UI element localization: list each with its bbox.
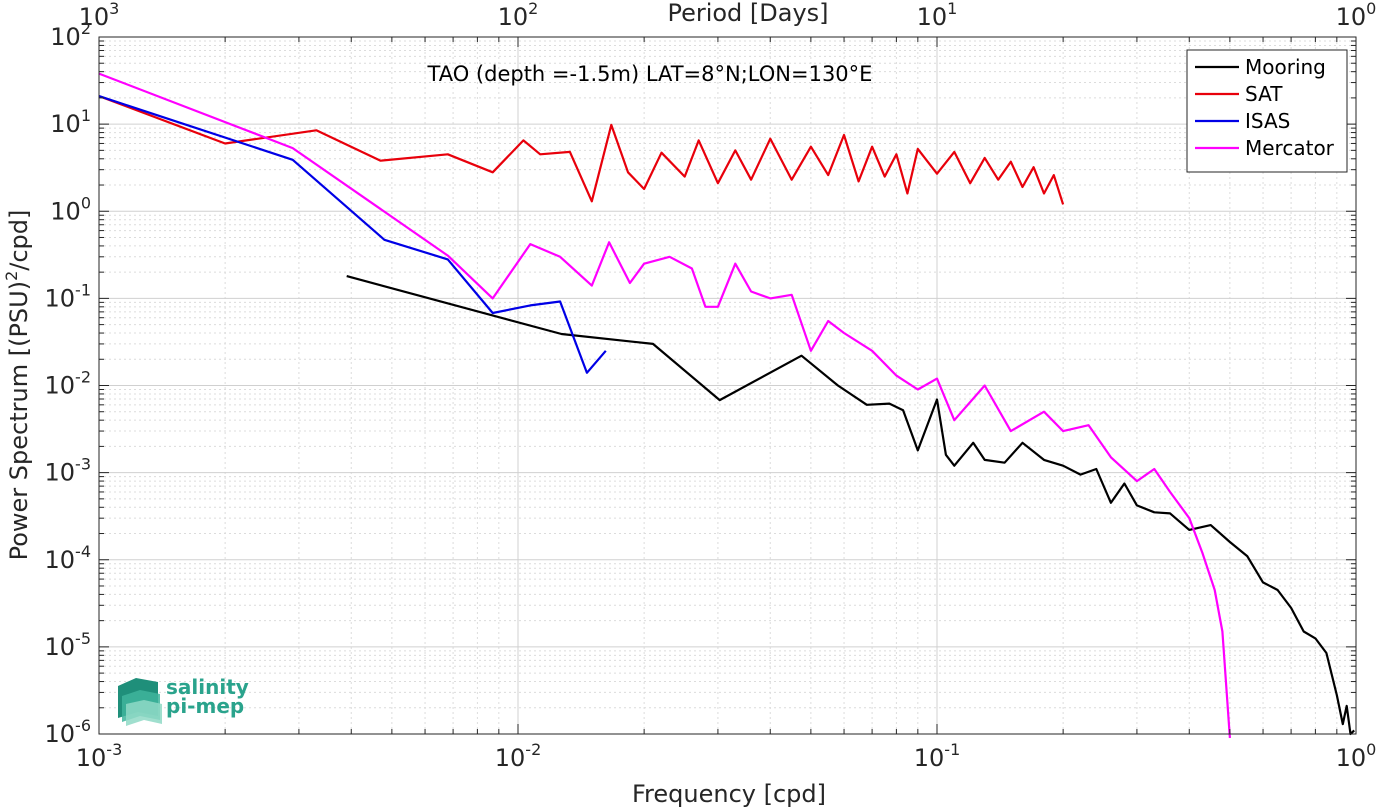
y-tick-label: 101: [50, 106, 91, 138]
series-line-mercator: [98, 72, 1231, 739]
top-axis-label: Period [Days]: [667, 0, 828, 27]
series-line-isas: [98, 95, 607, 374]
tick-marks: [98, 36, 1357, 735]
y-tick-label: 100: [50, 193, 91, 225]
legend: Mooring SAT ISAS Mercator: [1186, 49, 1348, 173]
y-tick-label: 10-6: [45, 716, 92, 748]
legend-label-mercator: Mercator: [1245, 136, 1335, 160]
salinity-pi-mep-logo: salinity pi-mep: [118, 675, 249, 726]
x2-tick-label: 100: [1336, 0, 1377, 31]
x-tick-label: 100: [1336, 740, 1377, 772]
series-layer: [98, 72, 1355, 739]
x-axis-label: Frequency [cpd]: [632, 780, 826, 808]
x-tick-label: 10-1: [914, 740, 961, 772]
x-tick-label: 10-3: [76, 740, 123, 772]
logo-text-line1: salinity: [166, 675, 249, 699]
logo-text-line2: pi-mep: [166, 694, 244, 718]
series-line-mooring: [346, 275, 1355, 736]
y-axis-label: Power Spectrum [(PSU)2/cpd]: [2, 210, 33, 561]
y-tick-label: 10-4: [45, 542, 92, 574]
x2-tick-label: 103: [79, 0, 120, 31]
y-tick-label: 10-1: [45, 280, 92, 312]
x-tick-label: 10-2: [495, 740, 542, 772]
chart-title: TAO (depth =-1.5m) LAT=8°N;LON=130°E: [427, 62, 873, 86]
x2-tick-label: 101: [917, 0, 958, 31]
legend-label-sat: SAT: [1245, 82, 1283, 106]
y-tick-label: 10-3: [45, 455, 92, 487]
logo-mark-icon: [118, 678, 162, 726]
y-tick-label: 10-5: [45, 629, 92, 661]
legend-label-mooring: Mooring: [1245, 55, 1326, 79]
legend-box: [1186, 49, 1348, 173]
x2-tick-label: 102: [498, 0, 539, 31]
y-tick-label: 10-2: [45, 368, 92, 400]
legend-label-isas: ISAS: [1245, 109, 1290, 133]
y-tick-label: 102: [50, 19, 91, 51]
series-line-sat: [98, 95, 1065, 205]
